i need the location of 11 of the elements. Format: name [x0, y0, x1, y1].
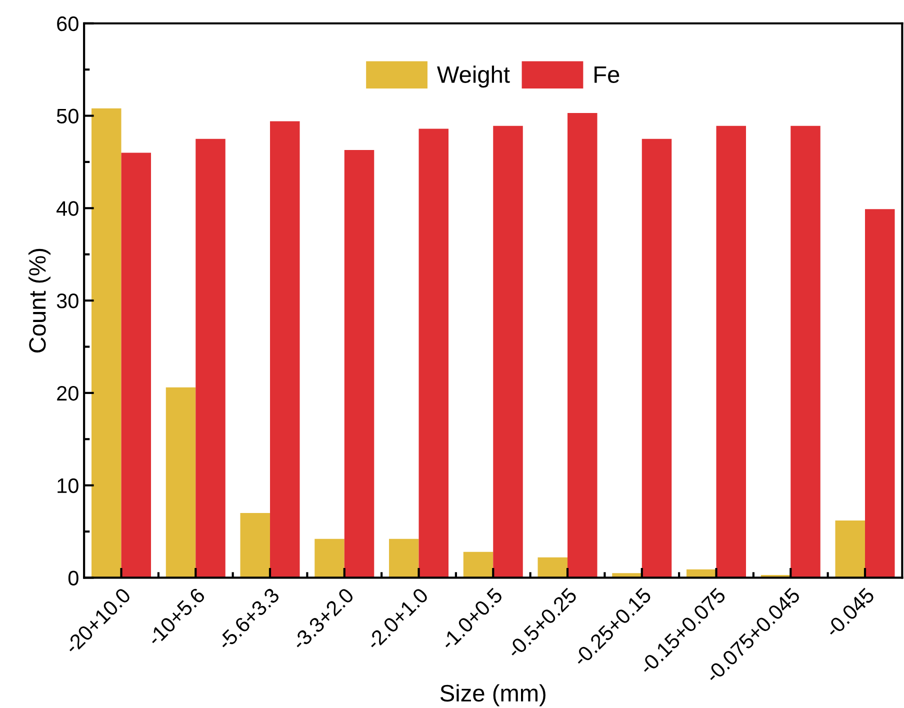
y-tick-label: 50: [56, 108, 78, 124]
legend-label: Fe: [594, 66, 620, 83]
y-tick-label: 10: [58, 478, 78, 494]
y-tick-label: 0: [68, 570, 78, 586]
legend-label: Weight: [437, 66, 510, 88]
y-tick-label: 20: [57, 386, 78, 401]
y-tick-label: 40: [56, 201, 78, 216]
y-tick-label: 60: [57, 16, 78, 32]
y-tick-label: 30: [56, 294, 78, 308]
x-axis-title: Size (mm): [440, 684, 546, 706]
y-axis-title: Count (%): [28, 248, 50, 352]
